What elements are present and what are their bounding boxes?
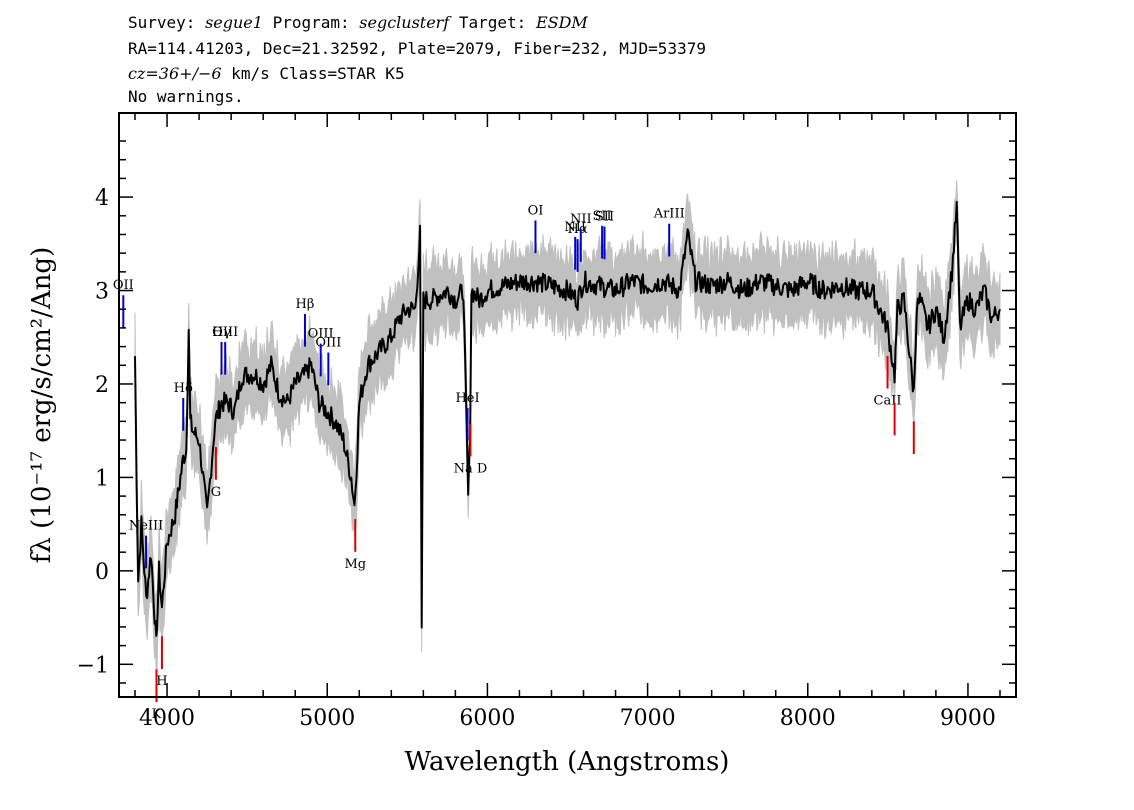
emission-line-label-sii: SII <box>593 209 612 224</box>
x-axis-title: Wavelength (Angstroms) <box>405 747 730 777</box>
emission-line-label-oiii: OIII <box>308 327 334 342</box>
y-axis-title: fλ (10⁻¹⁷ erg/s/cm²/Ang) <box>27 247 57 563</box>
absorption-line-label-na-d: Na D <box>454 461 488 476</box>
y-tick-label: 4 <box>95 186 109 211</box>
program-value: segclusterf <box>359 13 450 32</box>
x-tick-label: 8000 <box>780 706 836 731</box>
redshift-value: cz=36+/−6 <box>128 64 222 83</box>
target-value: ESDM <box>535 13 588 32</box>
x-tick-label: 4000 <box>139 706 195 731</box>
error-band-layer <box>134 179 1001 679</box>
axes-layer: 4000 5000 6000 7000 8000 9000 −1 0 1 2 3 4 <box>77 112 1017 731</box>
flux-line <box>134 200 1001 637</box>
x-tick-label: 9000 <box>940 706 996 731</box>
absorption-line-label-k: K <box>152 707 162 722</box>
program-label: Program: <box>262 13 360 32</box>
survey-label: Survey: <box>128 13 206 32</box>
emission-line-label-hei: HeI <box>455 391 479 406</box>
flux-layer <box>134 200 1001 637</box>
class-text: km/s Class=STAR K5 <box>221 64 405 83</box>
absorption-line-label-h: H <box>156 674 167 689</box>
x-tick-label: 5000 <box>299 706 355 731</box>
absorption-line-label-mg: Mg <box>344 557 366 572</box>
emission-line-label-h-: Hβ <box>296 297 315 312</box>
emission-line-label-h-: Hα <box>568 222 588 237</box>
y-tick-label: −1 <box>77 653 109 678</box>
header-line-3: cz=36+/−6 km/s Class=STAR K5 <box>128 65 405 83</box>
x-tick-label: 7000 <box>620 706 676 731</box>
emission-line-label-ariii: ArIII <box>653 207 685 222</box>
header-line-2: RA=114.41203, Dec=21.32592, Plate=2079, … <box>128 39 706 58</box>
header-line-1: Survey: segue1 Program: segclusterf Targ… <box>128 14 588 32</box>
emission-line-label-oi: OI <box>528 203 544 218</box>
emission-line-label-oiii: OIII <box>315 336 341 351</box>
emission-line-label-oiii: OIII <box>212 325 238 340</box>
emission-line-label-h-: Hδ <box>174 381 193 396</box>
y-tick-label: 0 <box>95 560 109 585</box>
y-tick-label: 3 <box>95 280 109 305</box>
plot-frame <box>118 112 1017 698</box>
y-tick-label: 2 <box>95 373 109 398</box>
emission-line-label-sii: SII <box>595 210 614 225</box>
emission-line-label-nii: NII <box>570 212 592 227</box>
error-band <box>134 179 1001 679</box>
emission-line-label-h-: Hγ <box>212 325 231 340</box>
survey-value: segue1 <box>205 13 263 32</box>
emission-line-label-neiii: NeIII <box>129 519 163 534</box>
absorption-line-label-caii: CaII <box>874 394 902 409</box>
x-tick-label: 6000 <box>459 706 515 731</box>
header-line-4: No warnings. <box>128 87 244 106</box>
target-label: Target: <box>449 13 536 32</box>
y-tick-label: 1 <box>95 466 109 491</box>
absorption-line-label-g: G <box>211 485 221 500</box>
